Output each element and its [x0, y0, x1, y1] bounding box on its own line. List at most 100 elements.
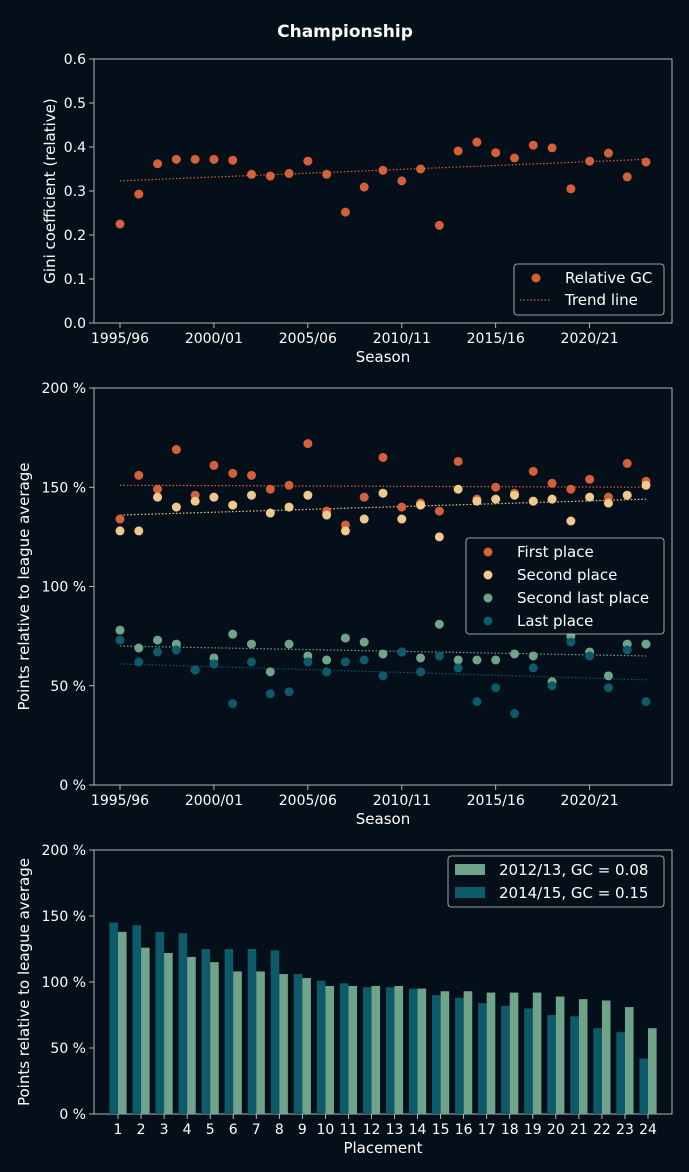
bar-2014-15 — [524, 1008, 533, 1114]
bar-2012-13 — [325, 985, 334, 1114]
bar-2014-15 — [178, 933, 188, 1114]
first-point — [115, 514, 125, 524]
last-point — [585, 651, 595, 661]
last-point — [134, 657, 144, 667]
second-point — [472, 496, 482, 506]
bar-2012-13 — [187, 956, 196, 1114]
x-tick-label: 10 — [316, 1122, 334, 1138]
first-point — [491, 482, 501, 492]
x-tick-label: 2020/21 — [561, 331, 619, 347]
second-point — [247, 490, 256, 500]
second-point — [416, 500, 426, 510]
relative-gc-point — [528, 140, 538, 150]
bar-2014-15 — [362, 987, 372, 1114]
y-tick-label: 0.6 — [64, 52, 86, 68]
second-point — [115, 526, 125, 536]
x-tick-label: 2010/11 — [373, 331, 431, 347]
last-point — [622, 645, 632, 655]
bar-2012-13 — [578, 999, 588, 1114]
legend-marker-last — [483, 616, 493, 626]
second-last-point — [153, 635, 163, 645]
second-point — [378, 488, 388, 498]
second-point — [453, 484, 463, 494]
x-tick-label: 16 — [455, 1122, 473, 1138]
last-point — [378, 671, 388, 681]
last-point — [265, 689, 275, 699]
bar-2012-13 — [371, 985, 381, 1114]
bar-2012-13 — [118, 931, 127, 1114]
bar-2014-15 — [547, 1015, 556, 1114]
second-point — [190, 496, 200, 506]
x-tick-label: 24 — [639, 1122, 657, 1138]
x-tick-label: 4 — [183, 1122, 192, 1138]
bar-2014-15 — [385, 987, 395, 1114]
last-point — [359, 655, 369, 665]
relative-gc-point — [284, 168, 294, 178]
bar-2012-13 — [463, 991, 473, 1114]
relative-gc-point — [547, 143, 557, 153]
second-point — [134, 526, 144, 536]
y-tick-label: 50 % — [50, 679, 86, 695]
bar-2014-15 — [316, 980, 326, 1114]
legend-gini: Relative GC Trend line — [513, 263, 665, 316]
relative-gc-point — [153, 159, 163, 169]
y-tick-label: 0.1 — [64, 272, 86, 288]
legend-label-second-last: Second last place — [517, 589, 649, 607]
first-point — [547, 478, 557, 488]
bar-2014-15 — [570, 1016, 579, 1114]
x-tick-label: 5 — [206, 1122, 215, 1138]
legend-label-first: First place — [517, 543, 594, 561]
second-point — [622, 490, 632, 500]
x-tick-label: 2005/06 — [279, 793, 337, 809]
second-point — [228, 500, 238, 510]
last-point — [641, 697, 651, 707]
bar-2014-15 — [155, 931, 165, 1114]
first-trend-line — [119, 484, 647, 488]
legend-marker-2014-15 — [455, 887, 485, 898]
relative-gc-point — [171, 154, 181, 164]
last-point — [115, 635, 125, 645]
bar-2014-15 — [501, 1005, 510, 1114]
first-point — [171, 445, 181, 455]
last-point — [228, 699, 238, 709]
x-tick-label: 8 — [275, 1122, 284, 1138]
first-point — [284, 480, 294, 490]
legend-label-last: Last place — [517, 612, 593, 630]
x-tick-label: 6 — [229, 1122, 238, 1138]
x-tick-label: 7 — [252, 1122, 261, 1138]
x-tick-label: 1 — [114, 1122, 123, 1138]
second-point — [641, 480, 651, 490]
second-point — [603, 498, 613, 508]
relative-gc-point — [453, 146, 463, 156]
last-point — [397, 647, 407, 657]
second-point — [510, 490, 519, 500]
x-tick-label: 11 — [340, 1122, 358, 1138]
last-point — [209, 659, 219, 669]
first-point — [303, 439, 313, 449]
second-last-point — [434, 619, 444, 629]
first-point — [566, 484, 576, 494]
x-tick-label: 1995/96 — [91, 331, 149, 347]
bar-2014-15 — [432, 995, 441, 1114]
x-tick-label: 2000/01 — [185, 331, 243, 347]
second-point — [547, 494, 557, 504]
relative-gc-point — [115, 219, 125, 229]
bar-2014-15 — [109, 922, 118, 1114]
second-last-point — [265, 667, 275, 677]
x-tick-label: 12 — [363, 1122, 381, 1138]
bar-2012-13 — [624, 1007, 634, 1114]
second-last-point — [453, 655, 463, 665]
bar-2012-13 — [279, 974, 288, 1114]
second-point — [209, 492, 219, 502]
first-point — [622, 458, 632, 468]
first-point — [359, 492, 369, 502]
relative-gc-point — [622, 172, 632, 182]
relative-gc-point — [491, 148, 501, 158]
bar-2014-15 — [455, 997, 464, 1114]
legend-marker-2012-13 — [455, 864, 485, 875]
second-point — [340, 526, 350, 536]
second-last-point — [115, 625, 125, 635]
last-point — [510, 709, 519, 719]
bar-2012-13 — [394, 985, 404, 1114]
